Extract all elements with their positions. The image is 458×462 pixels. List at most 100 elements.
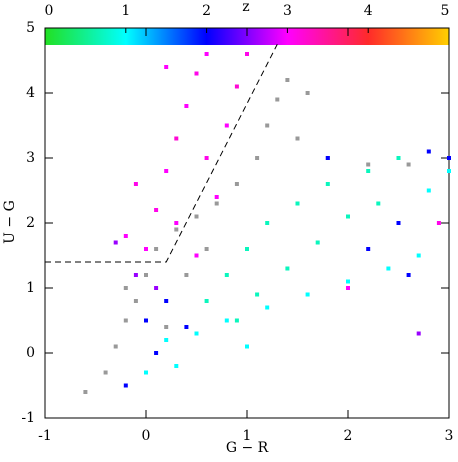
point	[346, 214, 350, 219]
colorbar-tick-label: 2	[202, 3, 211, 19]
point	[346, 279, 350, 284]
point	[174, 221, 179, 225]
point	[234, 182, 239, 186]
point	[234, 84, 239, 89]
point	[265, 221, 270, 225]
point	[204, 52, 209, 56]
point	[255, 156, 260, 160]
point	[275, 97, 280, 102]
point	[144, 247, 148, 251]
point	[194, 71, 199, 76]
x-tick-label: 0	[142, 428, 151, 444]
point	[255, 292, 260, 297]
point	[366, 162, 371, 167]
point	[123, 318, 128, 323]
point	[396, 156, 401, 160]
point	[315, 240, 320, 245]
point	[194, 331, 199, 336]
point	[245, 247, 249, 251]
plot-frame	[44, 27, 450, 419]
point	[436, 221, 441, 225]
point	[224, 123, 229, 128]
point	[164, 338, 169, 342]
point	[325, 182, 330, 186]
point	[295, 201, 300, 206]
point	[83, 390, 88, 394]
point	[144, 370, 148, 375]
point	[426, 149, 431, 154]
point	[346, 286, 350, 290]
point	[123, 234, 128, 238]
point	[416, 331, 421, 336]
point	[144, 273, 148, 277]
point	[204, 247, 209, 251]
point	[184, 325, 189, 329]
colorbar-tick-label: 3	[283, 3, 292, 19]
point	[366, 247, 371, 251]
y-tick-label: 0	[26, 345, 35, 361]
y-tick-label: 3	[26, 150, 35, 166]
point	[144, 318, 148, 323]
point	[154, 208, 159, 212]
point	[133, 182, 138, 186]
point	[164, 169, 169, 173]
point	[416, 253, 421, 258]
point	[295, 136, 300, 141]
point	[234, 318, 239, 323]
point	[164, 299, 169, 303]
point	[204, 299, 209, 303]
colorbar-tick-label: 4	[364, 3, 373, 19]
point	[386, 266, 391, 271]
point	[174, 364, 179, 368]
y-axis-label: U − G	[2, 200, 18, 244]
y-tick-label: 4	[26, 85, 35, 101]
point	[133, 299, 138, 303]
point	[103, 370, 108, 375]
point	[285, 266, 290, 271]
point	[305, 292, 310, 297]
point	[265, 305, 270, 310]
point	[113, 240, 118, 245]
point	[245, 52, 249, 56]
point	[366, 169, 371, 173]
point	[123, 286, 128, 290]
point	[154, 286, 159, 290]
colorbar-label: z	[242, 0, 249, 15]
point	[447, 169, 451, 173]
x-axis-label: G − R	[226, 440, 269, 456]
point	[204, 156, 209, 160]
point	[214, 195, 219, 199]
point	[325, 156, 330, 160]
point	[164, 65, 169, 69]
point	[376, 201, 381, 206]
point	[285, 78, 290, 82]
point	[265, 123, 270, 128]
point	[426, 188, 431, 193]
point	[406, 273, 411, 277]
colorbar-tick-label: 5	[441, 3, 450, 19]
point	[396, 221, 401, 225]
point	[224, 273, 229, 277]
x-tick-label: 2	[344, 428, 353, 444]
point	[245, 344, 249, 349]
point	[174, 136, 179, 141]
colorbar-tick-label: 1	[121, 3, 130, 19]
point	[224, 318, 229, 323]
point	[447, 156, 451, 160]
x-tick-label: -1	[38, 428, 52, 444]
point	[406, 162, 411, 167]
x-tick-label: 1	[243, 428, 252, 444]
y-tick-label: 5	[26, 20, 35, 36]
point	[214, 201, 219, 206]
point	[194, 214, 199, 219]
point	[194, 253, 199, 258]
y-tick-label: 2	[26, 215, 35, 231]
point	[164, 325, 169, 329]
point	[174, 227, 179, 232]
point	[123, 383, 128, 388]
y-tick-label: -1	[21, 410, 35, 426]
point	[305, 91, 310, 95]
x-tick-label: 3	[445, 428, 454, 444]
point	[184, 273, 189, 277]
